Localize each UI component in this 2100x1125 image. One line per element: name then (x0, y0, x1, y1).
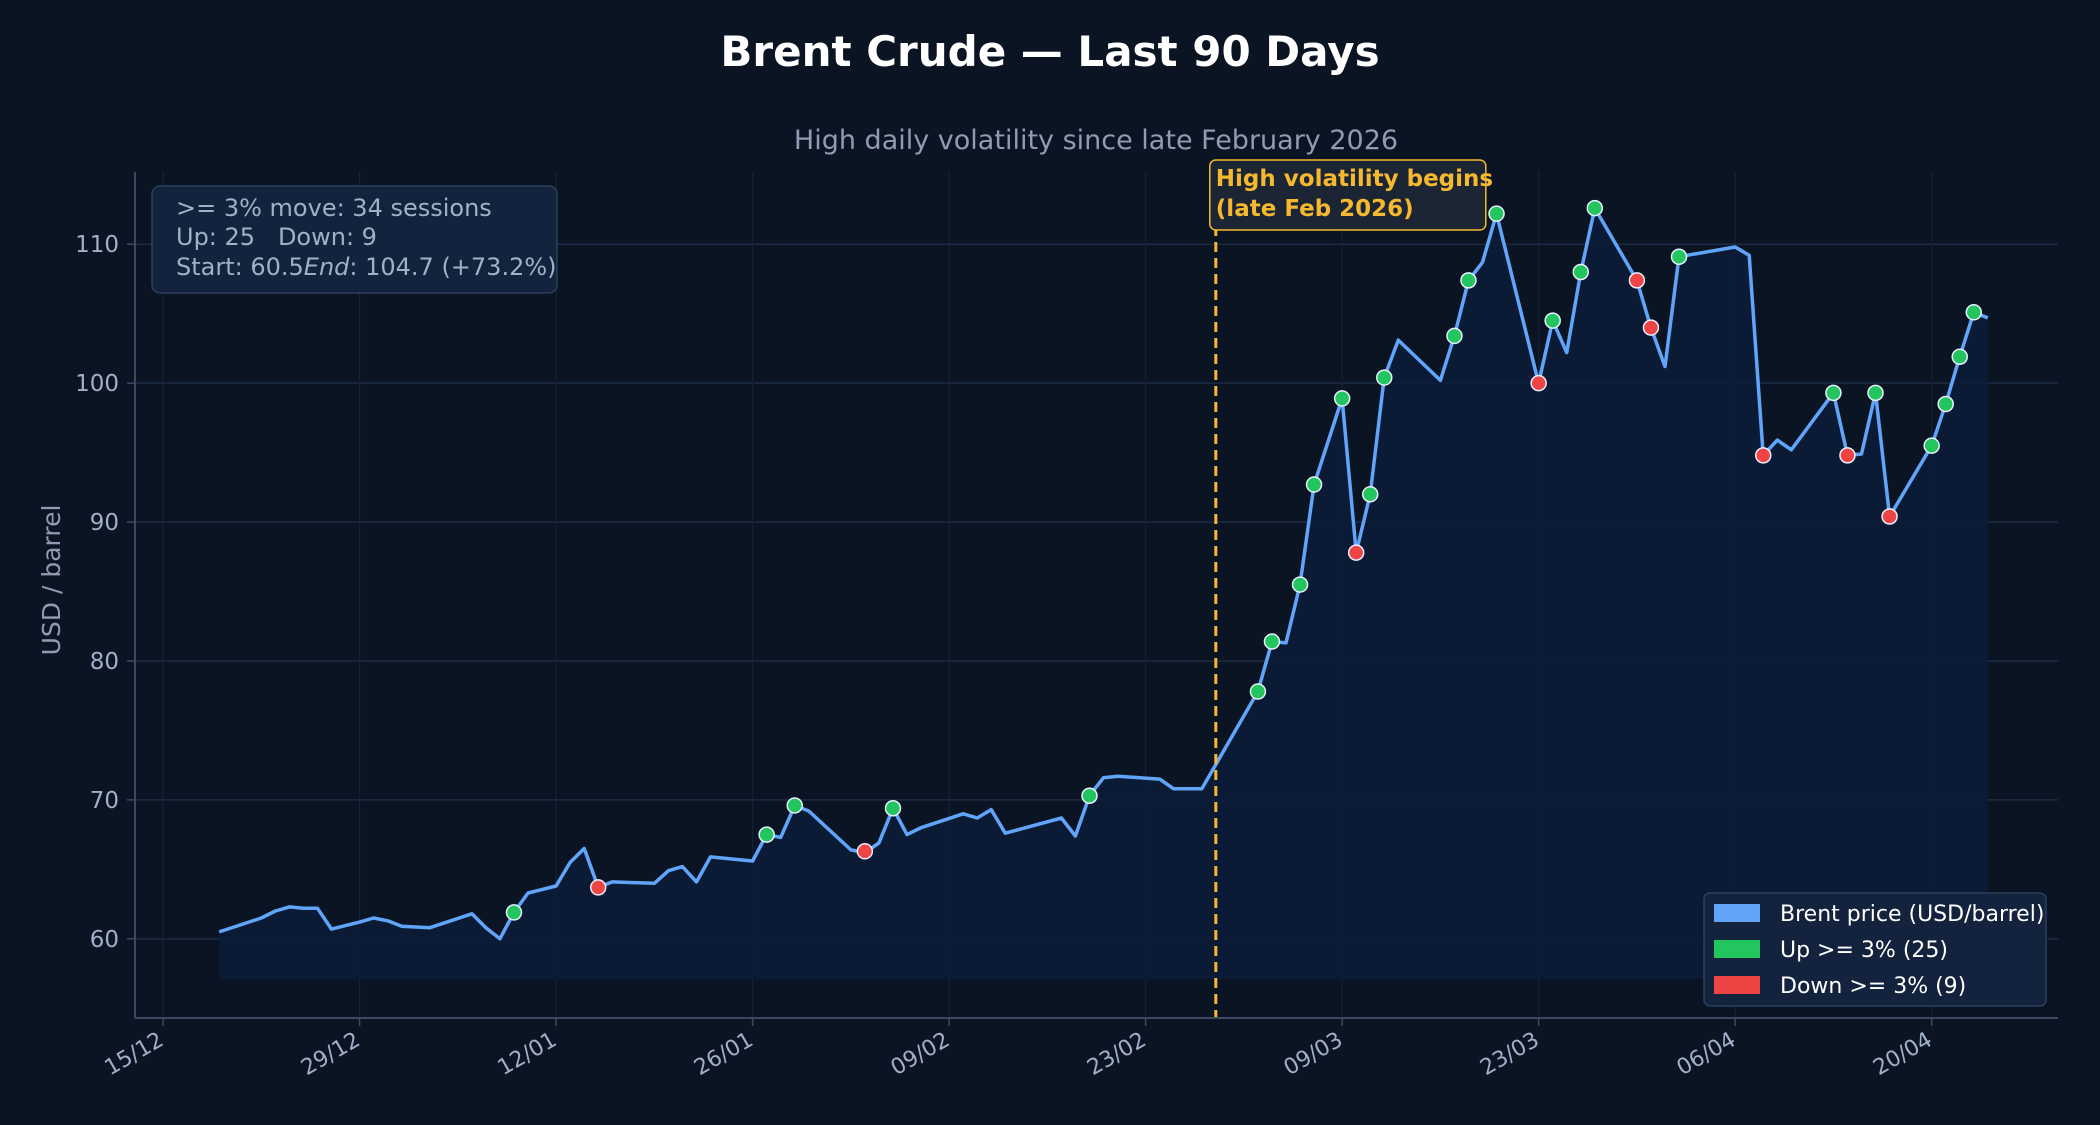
up-move-marker (1670, 248, 1688, 265)
stats-box: >= 3% move: 34 sessions Up: 25 Down: 9 S… (151, 185, 558, 294)
up-move-marker (1375, 369, 1393, 386)
up-move-marker (1249, 683, 1267, 700)
chart-subtitle: High daily volatility since late Februar… (794, 125, 1398, 156)
x-tick-label: 20/04 (1869, 1028, 1936, 1081)
volatility-annotation: High volatility begins (late Feb 2026) (1209, 159, 1493, 1018)
x-tick-label: 15/12 (101, 1028, 168, 1081)
up-move-marker (1544, 312, 1561, 329)
up-move-marker (1291, 576, 1309, 593)
up-move-marker (1361, 486, 1379, 503)
down-move-marker (1347, 544, 1365, 561)
y-tick-label: 80 (90, 649, 119, 675)
price-area-fill (219, 208, 1988, 980)
stats-line-updown: Up: 25 Down: 9 (176, 223, 377, 251)
up-move-marker (786, 797, 803, 814)
x-tick-label: 23/03 (1476, 1028, 1543, 1081)
legend-swatch-down (1714, 976, 1760, 994)
x-tick-label: 09/02 (887, 1028, 954, 1081)
stats-line-startend: Start: 60.5End: 104.7 (+73.2%) (176, 253, 557, 281)
up-move-marker (1488, 205, 1505, 222)
y-tick-label: 110 (75, 232, 119, 258)
down-move-marker (1642, 319, 1660, 336)
y-tick-label: 70 (90, 788, 119, 814)
legend-label-down: Down >= 3% (9) (1780, 974, 1966, 999)
up-move-marker (884, 799, 902, 817)
up-move-marker (1572, 263, 1590, 281)
move-markers (505, 199, 1983, 921)
up-move-marker (1081, 787, 1098, 804)
stats-box-background (151, 185, 558, 294)
up-move-marker (1263, 633, 1281, 650)
up-move-marker (758, 826, 775, 843)
legend-label-up: Up >= 3% (25) (1780, 938, 1948, 963)
legend: Brent price (USD/barrel) Up >= 3% (25) D… (1703, 892, 2047, 1007)
y-tick-label: 100 (75, 371, 119, 397)
stats-end-label: End (304, 253, 350, 281)
up-move-marker (1305, 476, 1323, 493)
up-move-marker (1586, 199, 1604, 217)
up-move-marker (1951, 348, 1968, 366)
down-move-marker (1839, 447, 1856, 464)
x-tick-label: 12/01 (494, 1028, 561, 1081)
x-tick-label: 09/03 (1280, 1028, 1347, 1081)
y-axis-label: USD / barrel (37, 505, 66, 656)
y-tick-label: 60 (90, 927, 119, 953)
x-tick-label: 26/01 (690, 1028, 757, 1081)
down-move-marker (1754, 447, 1772, 464)
up-move-marker (1965, 304, 1983, 321)
down-move-marker (1881, 508, 1898, 525)
stats-line-sessions: >= 3% move: 34 sessions (176, 194, 492, 222)
up-move-marker (1460, 272, 1477, 289)
annotation-text-line1: High volatility begins (1216, 166, 1493, 192)
x-tick-label: 23/02 (1083, 1028, 1150, 1081)
legend-swatch-price (1714, 904, 1760, 922)
y-tick-label: 90 (90, 510, 119, 536)
x-tick-label: 29/12 (297, 1028, 364, 1081)
up-move-marker (505, 904, 523, 921)
legend-box (1703, 892, 2047, 1007)
stats-end-value: : 104.7 (+73.2%) (349, 253, 556, 281)
legend-label-price: Brent price (USD/barrel) (1780, 902, 2044, 927)
up-move-marker (1825, 384, 1842, 402)
price-area (219, 208, 1988, 980)
up-move-marker (1867, 384, 1884, 402)
annotation-text-line2: (late Feb 2026) (1216, 196, 1414, 222)
down-move-marker (589, 879, 607, 896)
up-move-marker (1923, 437, 1940, 454)
stats-start: Start: 60.5 (176, 253, 304, 281)
annotation-box (1209, 159, 1487, 231)
x-tick-label: 06/04 (1673, 1028, 1740, 1081)
legend-swatch-up (1714, 940, 1760, 958)
up-move-marker (1937, 395, 1954, 413)
up-move-marker (1446, 327, 1463, 345)
chart-title: Brent Crude — Last 90 Days (720, 27, 1379, 76)
up-move-marker (1333, 390, 1351, 407)
down-move-marker (1628, 272, 1646, 289)
down-move-marker (1530, 374, 1547, 392)
down-move-marker (856, 843, 874, 860)
